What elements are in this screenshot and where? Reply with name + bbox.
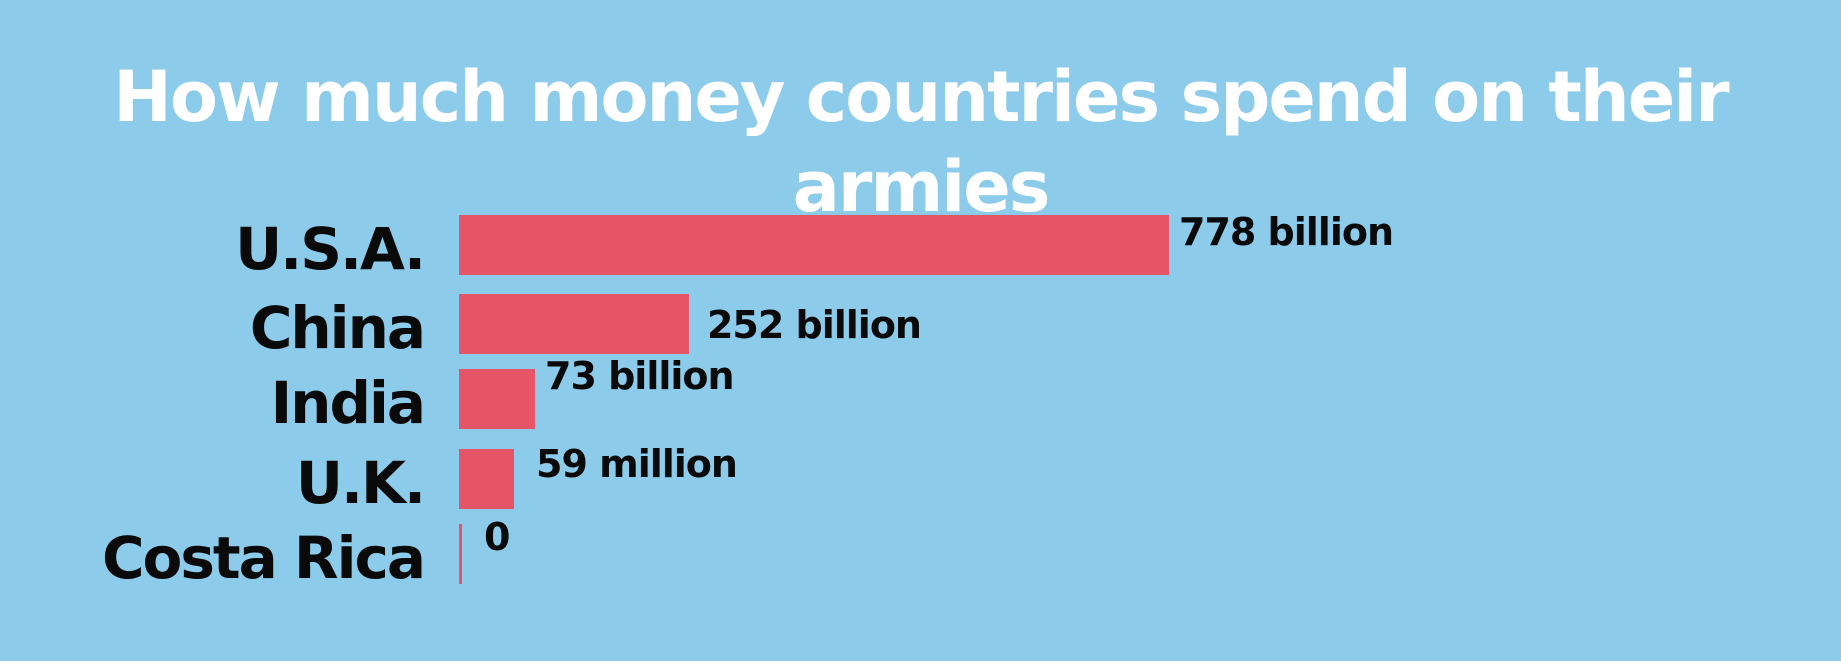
chart-title: How much money countries spend on their … <box>113 56 1729 228</box>
value-label: 59 million <box>536 442 737 486</box>
category-label: China <box>250 294 424 362</box>
category-label: Costa Rica <box>102 524 424 592</box>
bar-china <box>459 294 689 354</box>
value-label: 0 <box>484 515 509 559</box>
category-label: U.S.A. <box>235 215 424 283</box>
bar-u-k <box>459 449 514 509</box>
bar-costa-rica <box>459 524 462 584</box>
value-label: 778 billion <box>1179 210 1393 254</box>
value-label: 73 billion <box>545 354 734 398</box>
value-label: 252 billion <box>707 303 921 347</box>
category-label: India <box>271 369 424 437</box>
category-label: U.K. <box>296 449 424 517</box>
bar-u-s-a <box>459 215 1169 275</box>
bar-india <box>459 369 535 429</box>
